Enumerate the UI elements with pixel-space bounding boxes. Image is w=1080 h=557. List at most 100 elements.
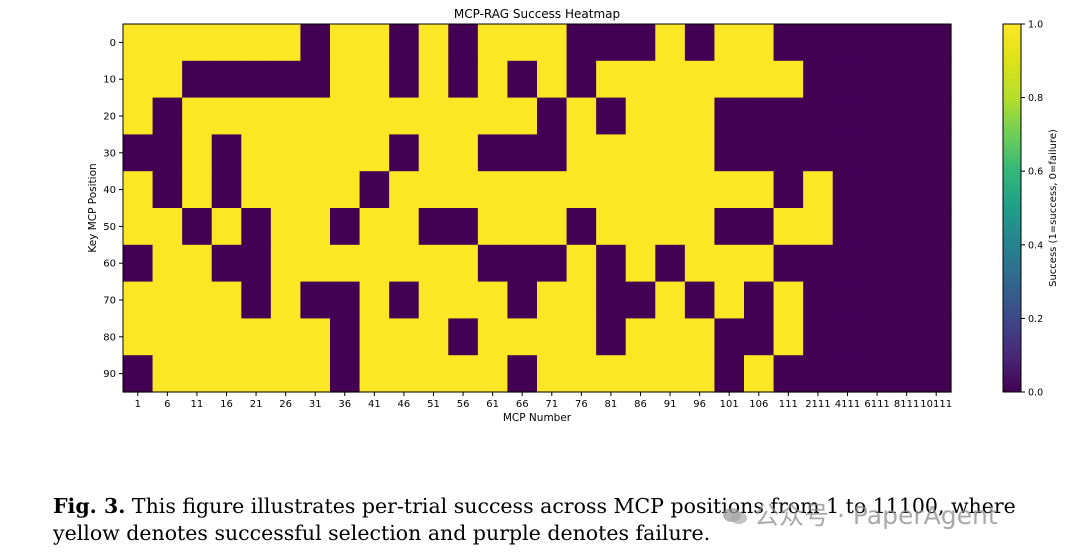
heatmap-cell: [448, 24, 479, 62]
heatmap-cell: [330, 355, 361, 393]
x-tick-label: 6111: [864, 399, 889, 410]
heatmap-cell: [123, 171, 154, 209]
heatmap-cell: [270, 171, 302, 209]
heatmap-cell: [477, 134, 509, 172]
heatmap-cell: [625, 208, 656, 246]
heatmap-cell: [891, 208, 923, 246]
heatmap-cell: [448, 355, 479, 393]
heatmap-cell: [152, 355, 183, 393]
heatmap-cell: [891, 24, 923, 62]
heatmap-cell: [448, 244, 479, 283]
heatmap-cell: [477, 60, 509, 99]
heatmap-cell: [152, 208, 183, 246]
chart-title: MCP-RAG Success Heatmap: [454, 7, 620, 21]
heatmap-cell: [921, 134, 952, 172]
heatmap-cell: [596, 134, 627, 172]
heatmap-cell: [241, 208, 272, 246]
heatmap-cell: [359, 355, 390, 393]
heatmap-cell: [655, 281, 686, 319]
heatmap-cell: [241, 318, 272, 356]
heatmap-cell: [803, 134, 834, 172]
colorbar-tick-label: 0.4: [1028, 240, 1043, 251]
heatmap-cell: [477, 244, 509, 283]
heatmap-cell: [803, 97, 834, 135]
heatmap-cell: [714, 171, 745, 209]
heatmap-cell: [862, 355, 893, 393]
heatmap-cell: [300, 355, 331, 393]
heatmap-cell: [921, 171, 952, 209]
heatmap-cell: [152, 97, 183, 135]
heatmap-cell: [152, 281, 183, 319]
heatmap-cell: [537, 318, 568, 356]
heatmap-cell: [832, 171, 863, 209]
heatmap-cell: [891, 355, 923, 393]
x-tick-label: 76: [575, 399, 588, 410]
heatmap-cell: [123, 134, 154, 172]
heatmap-cell: [684, 318, 716, 356]
heatmap-cell: [773, 318, 804, 356]
heatmap-cell: [477, 208, 509, 246]
heatmap-cell: [359, 244, 390, 283]
x-tick-label: 6: [164, 399, 170, 410]
heatmap-cell: [744, 244, 775, 283]
heatmap-cell: [330, 171, 361, 209]
y-tick-label: 20: [103, 112, 116, 123]
heatmap-cell: [448, 60, 479, 99]
heatmap-cell: [537, 355, 568, 393]
y-tick-label: 60: [103, 259, 116, 270]
heatmap-cell: [862, 244, 893, 283]
heatmap-cell: [862, 318, 893, 356]
heatmap-cell: [655, 171, 686, 209]
heatmap-cell: [655, 244, 686, 283]
heatmap-cell: [152, 60, 183, 99]
heatmap-cell: [270, 208, 302, 246]
heatmap-cell: [744, 134, 775, 172]
heatmap-cell: [241, 60, 272, 99]
heatmap-cell: [152, 134, 183, 172]
heatmap-cell: [921, 318, 952, 356]
colorbar-label: Success (1=success, 0=failure): [1048, 129, 1059, 287]
heatmap-figure: MCP-RAG Success Heatmap 1 6 11 16 21 26 31 36 41…: [87, 7, 1059, 424]
heatmap-cell: [300, 97, 331, 135]
heatmap-cell: [537, 60, 568, 99]
x-tick-label: 81: [605, 399, 618, 410]
heatmap-cell: [596, 318, 627, 356]
heatmap-cell: [182, 171, 213, 209]
heatmap-cell: [773, 171, 804, 209]
heatmap-cell: [152, 171, 183, 209]
heatmap-cell: [330, 208, 361, 246]
heatmap-cell: [744, 97, 775, 135]
heatmap-cell: [891, 60, 923, 99]
heatmap-cell: [803, 318, 834, 356]
heatmap-cell: [921, 208, 952, 246]
heatmap-cell: [123, 97, 154, 135]
heatmap-cell: [123, 24, 154, 62]
heatmap-cell: [891, 281, 923, 319]
heatmap-cell: [211, 171, 242, 209]
colorbar-tick-label: 0.6: [1028, 167, 1043, 178]
heatmap-cell: [714, 244, 745, 283]
heatmap-cell: [684, 24, 716, 62]
heatmap-cell: [507, 97, 538, 135]
colorbar-tick-label: 0.8: [1028, 93, 1043, 104]
heatmap-cell: [448, 281, 479, 319]
x-tick-label: 41: [368, 399, 381, 410]
figure-caption: Fig. 3. This figure illustrates per-tria…: [53, 493, 1053, 547]
x-tick-label: 21: [250, 399, 263, 410]
heatmap-cell: [211, 24, 242, 62]
heatmap-cell: [803, 244, 834, 283]
heatmap-cell: [744, 281, 775, 319]
heatmap-cell: [773, 60, 804, 99]
heatmap-cell: [123, 281, 154, 319]
heatmap-cell: [211, 318, 242, 356]
heatmap-cell: [832, 208, 863, 246]
heatmap-cell: [300, 244, 331, 283]
heatmap-cell: [389, 244, 420, 283]
heatmap-cell: [418, 24, 449, 62]
heatmap-cell: [655, 208, 686, 246]
colorbar-tick-label: 0.0: [1028, 388, 1043, 399]
heatmap-cell: [241, 281, 272, 319]
heatmap-cell: [270, 318, 302, 356]
colorbar-tick-label: 0.2: [1028, 314, 1043, 325]
heatmap-cell: [507, 24, 538, 62]
